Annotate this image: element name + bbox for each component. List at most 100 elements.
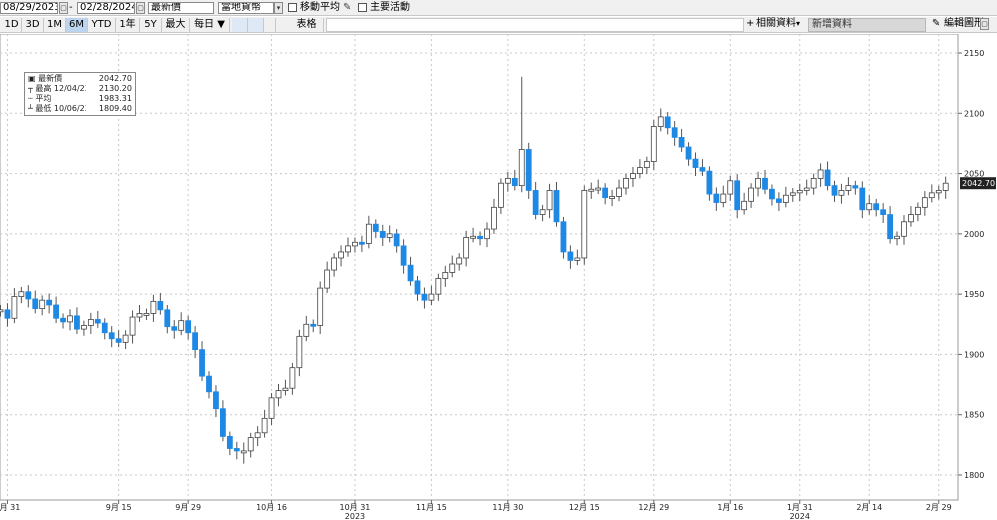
candle-body	[352, 241, 358, 247]
period-1d-button[interactable]: 1D	[2, 18, 22, 32]
candle-body	[32, 298, 39, 310]
candle-body	[671, 127, 678, 138]
chart-type-button[interactable]	[248, 18, 264, 32]
candle-body	[776, 198, 782, 203]
candle-body	[275, 390, 282, 399]
x-tick-label: 1月 16	[717, 503, 743, 512]
candle-body	[0, 309, 4, 313]
candle-body	[915, 206, 921, 215]
candle-body	[873, 203, 880, 211]
candle-body	[157, 300, 164, 311]
period-1m-button[interactable]: 1M	[44, 18, 66, 32]
candle-body	[136, 313, 143, 318]
y-tick-label: 2100	[964, 109, 984, 118]
candle-body	[386, 233, 393, 238]
currency-dropdown[interactable]: ▾	[274, 2, 283, 14]
candle-body	[630, 173, 636, 179]
period-ytd-button[interactable]: YTD	[88, 18, 116, 32]
candle-body	[53, 304, 59, 319]
x-tick-label: 12月 29	[638, 503, 669, 512]
candle-body	[504, 177, 511, 184]
candle-body	[838, 190, 845, 196]
x-tick-label: 9月 29	[175, 503, 201, 512]
candle-body	[74, 315, 80, 330]
moving-avg-checkbox[interactable]	[288, 3, 297, 12]
toolbar-scroll-button[interactable]: ▢	[980, 18, 989, 30]
pencil-icon[interactable]: ✎	[343, 2, 352, 13]
candle-body	[678, 137, 685, 148]
x-tick-label: 2月 29	[926, 503, 952, 512]
chevron-down-icon[interactable]: ▾	[796, 19, 801, 28]
candle-body	[46, 299, 53, 306]
candle-body	[935, 190, 942, 194]
candle-body	[741, 200, 748, 211]
date-to-field[interactable]: 02/28/2024	[77, 2, 135, 14]
x-tick-label: 11月 15	[416, 503, 447, 512]
candle-body	[393, 233, 400, 247]
candle-body	[692, 158, 699, 168]
chart-style-button[interactable]	[232, 18, 248, 32]
candle-body	[213, 391, 219, 410]
candle-body	[720, 193, 727, 203]
candle-body	[650, 126, 657, 162]
candle-body	[532, 190, 539, 215]
candle-body	[129, 316, 136, 336]
x-tick-label: 12月 15	[569, 503, 600, 512]
key-events-checkbox[interactable]	[358, 3, 367, 12]
candle-body	[171, 326, 178, 331]
candle-body	[428, 293, 435, 301]
candle-body	[400, 245, 407, 266]
candle-body	[588, 188, 595, 192]
table-button[interactable]: 表格	[290, 18, 324, 32]
candle-body	[484, 228, 490, 240]
candle-body	[199, 349, 205, 377]
y-tick-label: 1950	[964, 290, 984, 299]
candle-body	[567, 251, 574, 261]
x-year-label: 2024	[790, 512, 810, 520]
x-tick-label: 10月 16	[256, 503, 287, 512]
related-data-button[interactable]: 相關資料	[756, 18, 796, 29]
chart-type-dropdown[interactable]	[266, 18, 276, 32]
candle-body	[789, 192, 796, 196]
candle-body	[470, 235, 477, 239]
candle-body	[331, 257, 338, 271]
date-from-field[interactable]: 08/29/2023	[0, 2, 58, 14]
period-3d-button[interactable]: 3D	[22, 18, 44, 32]
candle-body	[810, 177, 817, 189]
currency-select[interactable]: 當地貨幣	[218, 2, 274, 14]
legend-row-high: ┬ 最高 12/04/23 2130.20	[28, 84, 132, 94]
add-data-field[interactable]: 新增資料	[808, 18, 926, 32]
candle-body	[345, 245, 351, 253]
candle-body	[365, 223, 372, 244]
y-tick-label: 1850	[964, 411, 984, 420]
price-chart: 1800 1850 1900 1950 2000 2050 2100 2150 8月 31 9月 …	[0, 34, 996, 520]
candle-body	[817, 169, 824, 179]
date-from-picker[interactable]: ▢	[59, 2, 68, 14]
candle-body	[699, 167, 706, 172]
candle-body	[101, 322, 108, 334]
edit-chart-button[interactable]: 編輯圖形	[944, 18, 984, 29]
plus-icon[interactable]: +	[746, 18, 755, 29]
candle-body	[595, 187, 602, 191]
period-6m-button[interactable]: 6M	[66, 18, 88, 32]
candle-body	[643, 161, 650, 168]
legend-label-low: 最低	[35, 104, 52, 113]
candle-body	[192, 332, 199, 351]
period-1y-button[interactable]: 1年	[116, 18, 140, 32]
period-max-button[interactable]: 最大	[162, 18, 190, 32]
candle-body	[769, 188, 775, 200]
candle-body	[254, 432, 261, 439]
candle-body	[247, 437, 254, 452]
price-type-select[interactable]: 最新價	[148, 2, 214, 14]
candle-body	[219, 408, 226, 437]
pencil-icon[interactable]: ✎	[932, 18, 941, 29]
frequency-select[interactable]: 每日 ▼	[190, 18, 230, 32]
candle-body	[115, 338, 122, 343]
date-to-picker[interactable]: ▢	[136, 2, 145, 14]
legend-marker-last: ▣	[28, 74, 39, 83]
period-5y-button[interactable]: 5Y	[140, 18, 162, 32]
candle-body	[407, 264, 414, 282]
candle-body	[261, 417, 268, 434]
candle-body	[796, 190, 803, 194]
legend-marker-avg: ┄	[28, 94, 36, 103]
